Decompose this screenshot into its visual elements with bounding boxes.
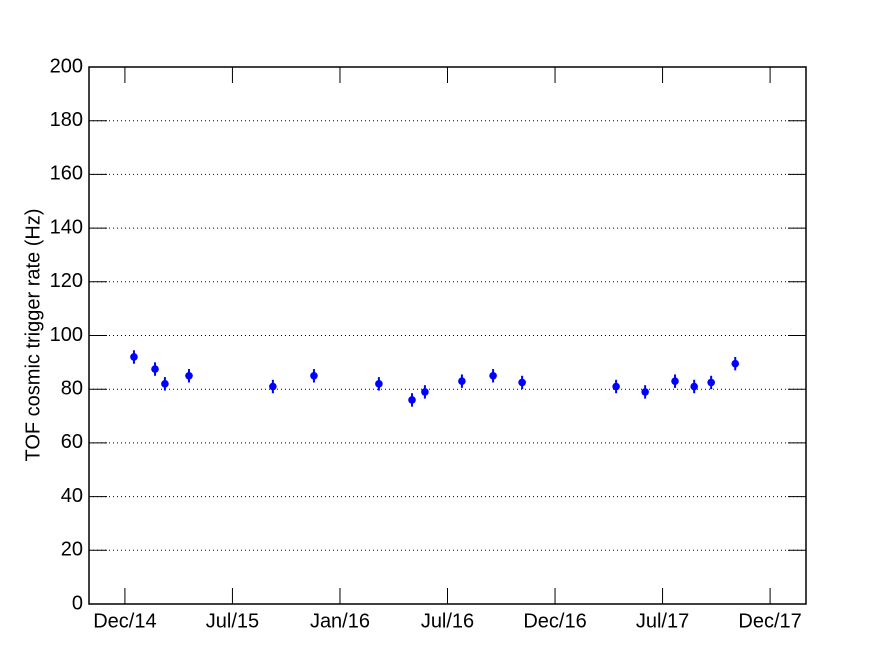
- data-point: [489, 371, 497, 380]
- y-tick-label: 40: [61, 485, 83, 507]
- y-tick-label: 100: [50, 324, 83, 346]
- y-tick-label: 160: [50, 163, 83, 185]
- data-point: [612, 382, 620, 391]
- data-point: [671, 377, 679, 385]
- y-tick-label: 80: [61, 377, 83, 399]
- data-point: [731, 359, 740, 368]
- data-point: [161, 380, 169, 388]
- data-point: [310, 371, 318, 380]
- data-point: [375, 380, 383, 388]
- x-tick-label: Dec/17: [738, 610, 801, 632]
- data-point: [130, 353, 138, 361]
- x-tick-label: Jan/16: [310, 610, 370, 632]
- y-tick-label: 120: [50, 270, 83, 292]
- data-point: [185, 371, 193, 380]
- y-axis-label: TOF cosmic trigger rate (Hz): [22, 209, 44, 462]
- data-point: [408, 396, 416, 404]
- y-tick-label: 60: [61, 431, 83, 453]
- data-point: [518, 378, 526, 387]
- data-point: [421, 388, 429, 396]
- y-tick-label: 200: [50, 55, 83, 77]
- y-tick-label: 180: [50, 109, 83, 131]
- x-tick-label: Jul/17: [636, 610, 689, 632]
- y-tick-label: 0: [72, 592, 83, 614]
- y-tick-label: 20: [61, 539, 83, 561]
- plot-frame: [88, 66, 807, 605]
- x-tick-label: Dec/16: [523, 610, 586, 632]
- x-tick-label: Jul/16: [421, 610, 474, 632]
- data-point: [151, 365, 159, 373]
- data-point: [458, 377, 466, 385]
- x-tick-label: Jul/15: [206, 610, 259, 632]
- data-point: [707, 378, 715, 387]
- x-tick-label: Dec/14: [93, 610, 156, 632]
- y-tick-label: 140: [50, 216, 83, 238]
- data-point: [690, 382, 698, 391]
- data-point: [269, 382, 277, 391]
- data-point: [641, 388, 649, 396]
